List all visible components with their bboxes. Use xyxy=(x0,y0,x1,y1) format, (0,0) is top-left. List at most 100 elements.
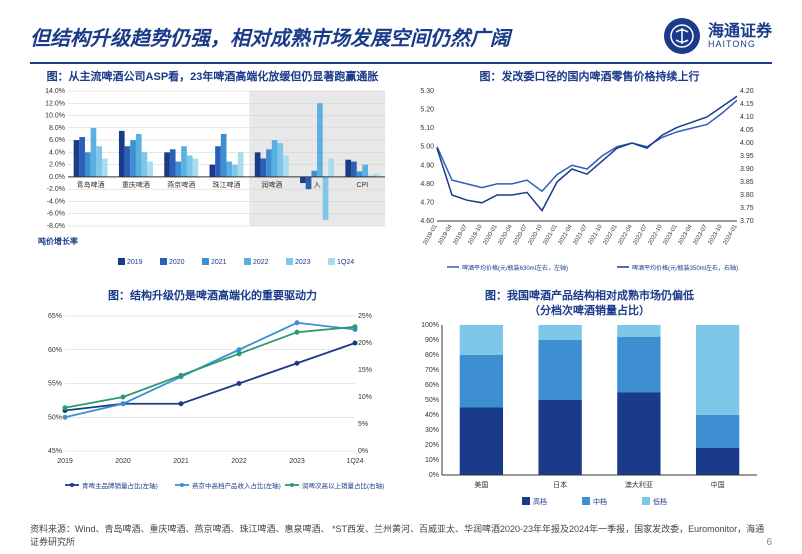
svg-text:4.10: 4.10 xyxy=(740,114,754,121)
svg-text:2021-01: 2021-01 xyxy=(543,224,560,247)
svg-text:-2.0%: -2.0% xyxy=(47,186,65,193)
svg-text:2023: 2023 xyxy=(295,259,311,266)
svg-text:2021-10: 2021-10 xyxy=(588,224,605,247)
svg-text:1Q24: 1Q24 xyxy=(346,458,363,465)
svg-text:40%: 40% xyxy=(425,412,439,419)
chart3-title: 图：结构升级仍是啤酒高端化的重要驱动力 xyxy=(30,289,395,303)
svg-text:2021: 2021 xyxy=(211,259,227,266)
svg-text:45%: 45% xyxy=(48,448,62,455)
svg-text:2020-04: 2020-04 xyxy=(498,224,515,247)
svg-text:2022-01: 2022-01 xyxy=(603,224,620,247)
svg-text:60%: 60% xyxy=(48,346,62,353)
logo-cn: 海通证券 xyxy=(708,24,772,40)
svg-text:2023-07: 2023-07 xyxy=(693,224,710,247)
svg-text:5.30: 5.30 xyxy=(420,88,434,95)
svg-text:重庆啤酒: 重庆啤酒 xyxy=(122,180,150,189)
svg-text:-8.0%: -8.0% xyxy=(47,223,65,230)
svg-text:2020-10: 2020-10 xyxy=(528,224,545,247)
svg-text:5%: 5% xyxy=(358,421,368,428)
svg-text:2019-07: 2019-07 xyxy=(453,224,470,247)
svg-text:-4.0%: -4.0% xyxy=(47,199,65,206)
svg-text:10%: 10% xyxy=(358,394,372,401)
svg-text:0%: 0% xyxy=(358,448,368,455)
chart4-title: 图：我国啤酒产品结构相对成熟市场仍偏低（分档次啤酒销量占比） xyxy=(407,289,772,318)
svg-text:0%: 0% xyxy=(429,472,439,479)
svg-text:90%: 90% xyxy=(425,337,439,344)
svg-text:3.80: 3.80 xyxy=(740,192,754,199)
svg-text:50%: 50% xyxy=(425,397,439,404)
svg-text:4.90: 4.90 xyxy=(420,163,434,170)
svg-text:2023-04: 2023-04 xyxy=(678,224,695,247)
svg-text:8.0%: 8.0% xyxy=(49,125,65,132)
svg-text:5.10: 5.10 xyxy=(420,125,434,132)
chart3-panel: 图：结构升级仍是啤酒高端化的重要驱动力 45%50%55%60%65%0%5%1… xyxy=(30,289,395,510)
svg-text:2022: 2022 xyxy=(231,458,247,465)
svg-text:3.85: 3.85 xyxy=(740,179,754,186)
chart2-panel: 图：发改委口径的国内啤酒零售价格持续上行 4.604.704.804.905.0… xyxy=(407,70,772,285)
svg-text:2022-10: 2022-10 xyxy=(648,224,665,247)
logo: 海通证券 HAITONG xyxy=(664,18,772,54)
footer-source: 资料来源：Wind、青岛啤酒、重庆啤酒、燕京啤酒、珠江啤酒、惠泉啤酒、 *ST西… xyxy=(30,522,772,548)
svg-text:30%: 30% xyxy=(425,427,439,434)
svg-text:4.05: 4.05 xyxy=(740,127,754,134)
logo-en: HAITONG xyxy=(708,40,772,49)
svg-text:20%: 20% xyxy=(358,340,372,347)
svg-text:2020-07: 2020-07 xyxy=(513,224,530,247)
svg-text:2022-04: 2022-04 xyxy=(618,224,635,247)
chart1-title: 图：从主流啤酒公司ASP看，23年啤酒高端化放缓但仍显著跑赢通胀 xyxy=(30,70,395,84)
footer: 资料来源：Wind、青岛啤酒、重庆啤酒、燕京啤酒、珠江啤酒、惠泉啤酒、 *ST西… xyxy=(30,522,772,548)
svg-text:润啤次高以上销量占比(右轴): 润啤次高以上销量占比(右轴) xyxy=(302,481,384,490)
svg-text:美国: 美国 xyxy=(474,480,488,489)
svg-text:澳大利亚: 澳大利亚 xyxy=(625,480,653,489)
svg-text:高档: 高档 xyxy=(533,497,547,506)
svg-text:2019-04: 2019-04 xyxy=(438,224,455,247)
svg-text:12.0%: 12.0% xyxy=(45,101,65,108)
svg-text:2019: 2019 xyxy=(127,259,143,266)
svg-text:2021: 2021 xyxy=(173,458,189,465)
svg-text:2021-04: 2021-04 xyxy=(558,224,575,247)
svg-text:3.95: 3.95 xyxy=(740,153,754,160)
svg-text:中档: 中档 xyxy=(593,497,607,506)
svg-text:20%: 20% xyxy=(425,442,439,449)
divider xyxy=(30,62,772,64)
svg-text:50%: 50% xyxy=(48,414,62,421)
svg-text:5.00: 5.00 xyxy=(420,144,434,151)
svg-text:青岛啤酒: 青岛啤酒 xyxy=(77,180,105,189)
logo-icon xyxy=(664,18,700,54)
svg-text:5.20: 5.20 xyxy=(420,107,434,114)
svg-text:4.15: 4.15 xyxy=(740,101,754,108)
svg-text:2022-07: 2022-07 xyxy=(633,224,650,247)
svg-text:4.0%: 4.0% xyxy=(49,150,65,157)
svg-text:4.00: 4.00 xyxy=(740,140,754,147)
svg-text:燕京中高档产品收入占比(左轴): 燕京中高档产品收入占比(左轴) xyxy=(192,481,281,490)
svg-text:80%: 80% xyxy=(425,352,439,359)
svg-text:2022: 2022 xyxy=(253,259,269,266)
svg-text:2019: 2019 xyxy=(57,458,73,465)
svg-text:2019-01: 2019-01 xyxy=(423,224,440,247)
svg-text:60%: 60% xyxy=(425,382,439,389)
svg-text:10%: 10% xyxy=(425,457,439,464)
svg-text:15%: 15% xyxy=(358,367,372,374)
svg-text:4.60: 4.60 xyxy=(420,218,434,225)
chart4-panel: 图：我国啤酒产品结构相对成熟市场仍偏低（分档次啤酒销量占比） 0% 10% 20% 3… xyxy=(407,289,772,510)
svg-text:2.0%: 2.0% xyxy=(49,162,65,169)
svg-text:珠江啤酒: 珠江啤酒 xyxy=(213,180,241,189)
svg-text:65%: 65% xyxy=(48,313,62,320)
svg-text:吨价增长率: 吨价增长率 xyxy=(38,236,78,246)
svg-text:润啤酒: 润啤酒 xyxy=(261,180,282,189)
svg-text:2020-01: 2020-01 xyxy=(483,224,500,247)
svg-text:10.0%: 10.0% xyxy=(45,113,65,120)
svg-text:CPI: CPI xyxy=(357,182,369,189)
svg-text:0.0%: 0.0% xyxy=(49,174,65,181)
svg-text:3.70: 3.70 xyxy=(740,218,754,225)
svg-text:100%: 100% xyxy=(421,322,439,329)
chart1-panel: 图：从主流啤酒公司ASP看，23年啤酒高端化放缓但仍显著跑赢通胀 -8.0%-6… xyxy=(30,70,395,285)
page-number: 6 xyxy=(766,537,772,548)
svg-text:70%: 70% xyxy=(425,367,439,374)
svg-text:2024-01: 2024-01 xyxy=(723,224,740,247)
svg-text:啤酒平均价格(元/瓶装350ml左右，右轴): 啤酒平均价格(元/瓶装350ml左右，右轴) xyxy=(632,264,738,272)
svg-text:3.75: 3.75 xyxy=(740,205,754,212)
svg-text:25%: 25% xyxy=(358,313,372,320)
svg-text:2023-10: 2023-10 xyxy=(708,224,725,247)
svg-text:燕京啤酒: 燕京啤酒 xyxy=(167,180,195,189)
